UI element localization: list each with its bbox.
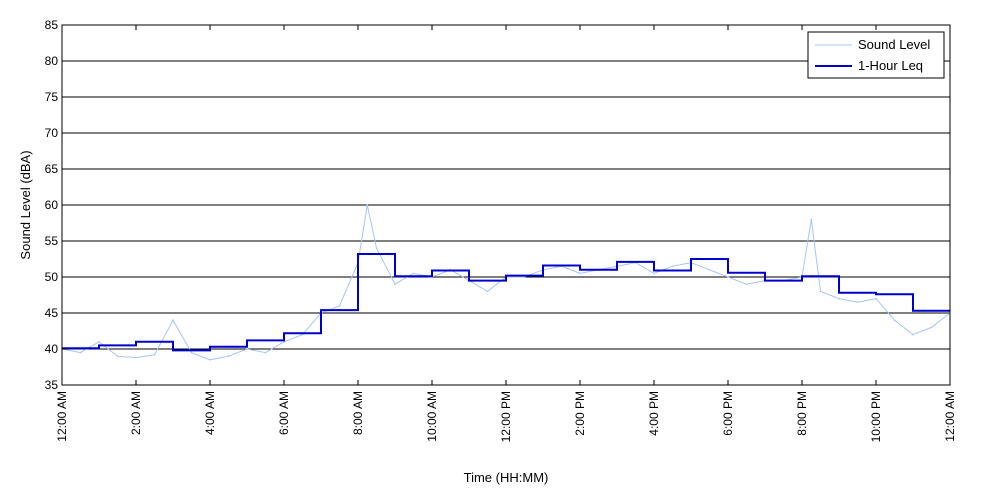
x-tick-label: 12:00 PM xyxy=(499,391,513,442)
sound-level-point xyxy=(79,351,82,354)
sound-level-point xyxy=(172,319,174,322)
y-axis-label: Sound Level (dBA) xyxy=(18,150,33,259)
legend-box xyxy=(807,31,945,79)
x-tick-label: 4:00 PM xyxy=(647,391,661,436)
sound-level-point xyxy=(930,326,933,329)
x-tick-label: 8:00 AM xyxy=(351,391,365,435)
legend-label-sound-level: Sound Level xyxy=(858,37,930,52)
sound-level-point xyxy=(412,272,415,275)
series-layer xyxy=(61,204,951,361)
sound-level-point xyxy=(745,283,748,286)
sound-level-point xyxy=(190,351,193,354)
sound-level-point xyxy=(653,272,655,275)
sound-level-point xyxy=(875,297,877,300)
sound-level-point xyxy=(375,247,378,249)
x-tick-label: 8:00 PM xyxy=(795,391,809,436)
legend-label-1-hour-leq: 1-Hour Leq xyxy=(858,58,923,73)
sound-level-point xyxy=(486,290,489,293)
x-tick-label: 10:00 PM xyxy=(869,391,883,442)
legend: Sound Level 1-Hour Leq xyxy=(807,31,945,79)
y-tick-label: 80 xyxy=(45,54,59,68)
y-tick-label: 35 xyxy=(45,378,59,392)
axis-ticks: 35 40 45 50 55 60 65 70 75 80 85 12:00 AM 2:00 AM 4:0… xyxy=(45,18,957,442)
y-tick-label: 55 xyxy=(45,234,59,248)
sound-level-point xyxy=(893,319,896,322)
sound-level-point xyxy=(153,353,156,356)
x-tick-label: 12:00 AM xyxy=(55,391,69,442)
sound-level-point xyxy=(810,218,813,221)
x-tick-label: 6:00 PM xyxy=(721,391,735,436)
y-tick-label: 75 xyxy=(45,90,59,104)
y-tick-label: 70 xyxy=(45,126,59,140)
sound-level-point xyxy=(819,290,822,293)
y-tick-label: 60 xyxy=(45,198,59,212)
series-1-hour-leq xyxy=(62,253,950,352)
x-tick-label: 4:00 AM xyxy=(203,391,217,435)
y-tick-label: 45 xyxy=(45,306,59,320)
x-axis-label: Time (HH:MM) xyxy=(464,470,549,485)
sound-level-point xyxy=(579,272,581,275)
sound-level-point xyxy=(727,276,729,278)
sound-level-point xyxy=(209,359,211,361)
y-tick-label: 85 xyxy=(45,18,59,32)
sound-level-point xyxy=(246,348,248,350)
sound-level-point xyxy=(366,204,369,206)
sound-level-point xyxy=(116,355,119,358)
sound-level-point xyxy=(708,269,711,271)
x-tick-label: 2:00 PM xyxy=(573,391,587,436)
y-tick-label: 40 xyxy=(45,342,59,356)
sound-level-point xyxy=(856,301,859,304)
sound-level-point xyxy=(98,341,100,343)
sound-level-point xyxy=(912,333,914,336)
x-tick-label: 6:00 AM xyxy=(277,391,291,435)
sound-level-point xyxy=(264,351,267,354)
x-tick-label: 12:00 AM xyxy=(943,391,957,442)
sound-level-point xyxy=(838,297,840,300)
sound-level-point xyxy=(135,356,137,359)
sound-level-point xyxy=(671,265,674,268)
sound-level-point xyxy=(338,305,341,307)
x-tick-label: 10:00 AM xyxy=(425,391,439,442)
y-tick-label: 50 xyxy=(45,270,59,284)
sound-level-point xyxy=(227,355,230,358)
y-tick-label: 65 xyxy=(45,162,59,176)
sound-level-point xyxy=(394,283,396,286)
x-tick-label: 2:00 AM xyxy=(129,391,143,435)
